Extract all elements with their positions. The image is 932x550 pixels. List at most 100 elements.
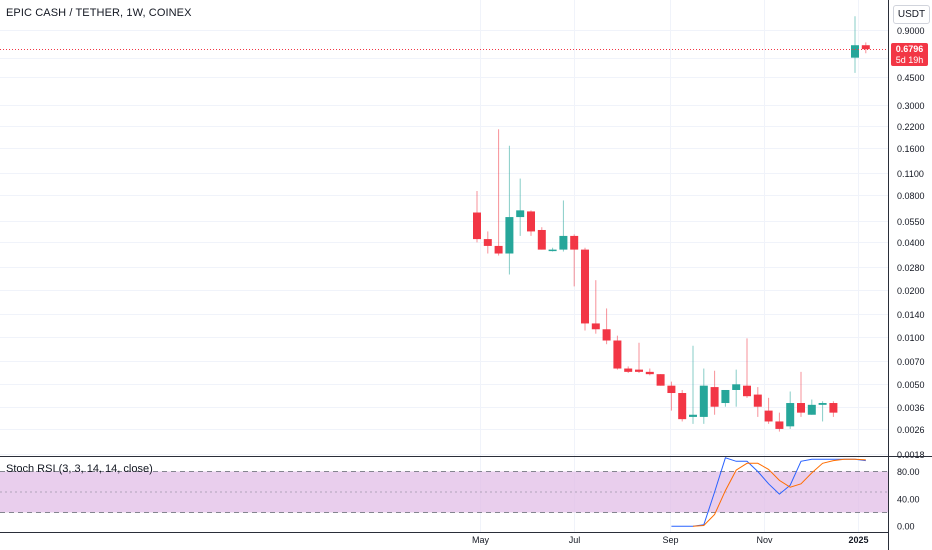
candle-body [581, 249, 589, 324]
candle-body [710, 387, 719, 407]
candle [678, 389, 687, 422]
candle [473, 190, 481, 243]
candle-body [721, 389, 730, 404]
candle-body [829, 403, 838, 413]
candle [591, 280, 600, 334]
last-price-tag: 0.6796 5d 19h [891, 43, 928, 66]
candle-body [807, 404, 816, 415]
candle [689, 345, 697, 424]
price-axis-label: 0.0100 [897, 333, 925, 343]
candle-body [635, 369, 643, 372]
stoch-rsi-d-line [692, 458, 866, 527]
candle-body [699, 385, 708, 417]
price-axis-label: 0.0140 [897, 310, 925, 320]
candle-body [483, 239, 492, 246]
candle-body [861, 45, 870, 50]
stoch-rsi-axis-label: 40.00 [897, 494, 920, 504]
candle [710, 370, 719, 415]
candle-body [624, 368, 633, 372]
last-price-value: 0.6796 [895, 44, 924, 54]
price-axis-label: 0.0018 [897, 450, 925, 460]
price-axis-label: 0.9000 [897, 26, 925, 36]
candle-body [851, 45, 859, 58]
candle-body [473, 212, 481, 240]
time-axis-label: Nov [756, 535, 773, 545]
grid-lines [0, 0, 888, 532]
candle-body [775, 421, 784, 429]
price-axis-label: 0.0050 [897, 380, 925, 390]
candle [656, 374, 665, 386]
candle [537, 227, 546, 250]
candle [861, 42, 870, 54]
candle [732, 369, 741, 407]
candle [797, 371, 805, 417]
candle [613, 335, 622, 370]
candle [786, 391, 795, 429]
candle [753, 387, 762, 417]
candlestick-series [473, 16, 870, 432]
candle-body [613, 340, 622, 369]
price-axis-label: 0.0280 [897, 263, 925, 273]
candle-body [689, 414, 697, 417]
price-axis-label: 0.4500 [897, 73, 925, 83]
candle [721, 389, 730, 407]
price-axis-label: 0.0550 [897, 217, 925, 227]
price-axis-label: 0.1100 [897, 169, 924, 179]
candle-body [786, 403, 795, 427]
candle [743, 338, 751, 398]
candle-body [602, 329, 611, 341]
candle-body [732, 384, 741, 390]
candle [494, 129, 503, 256]
candle [818, 401, 827, 422]
candle [775, 412, 784, 432]
candle [667, 381, 676, 411]
candle-body [527, 211, 535, 232]
candle-body [516, 210, 525, 218]
price-axis-label: 0.0036 [897, 403, 925, 413]
candle [764, 397, 773, 424]
time-axis-label: Jul [569, 535, 581, 545]
candle-body [591, 323, 600, 330]
candle [505, 145, 514, 275]
candle [807, 399, 816, 415]
candle-body [505, 217, 514, 254]
bar-countdown: 5d 19h [895, 55, 924, 65]
candle-body [537, 229, 546, 250]
candle-body [645, 371, 654, 375]
candle-body [743, 385, 751, 397]
candle [559, 200, 568, 252]
currency-unit-button[interactable]: USDT [893, 5, 930, 24]
price-axis-label: 0.1600 [897, 144, 925, 154]
time-axis-label: 2025 [848, 535, 868, 545]
candle [581, 247, 589, 331]
candle [527, 210, 535, 236]
candle [602, 308, 611, 345]
stoch-rsi-title[interactable]: Stoch RSI (3, 3, 14, 14, close) [6, 463, 153, 475]
price-axis-label: 0.0200 [897, 286, 925, 296]
candle [570, 234, 579, 287]
candle [851, 16, 859, 73]
candle-body [667, 385, 676, 394]
candle-body [559, 235, 568, 250]
candle [635, 342, 643, 374]
candle [645, 368, 654, 376]
symbol-title[interactable]: EPIC CASH / TETHER, 1W, COINEX [6, 7, 192, 19]
price-axis-label: 0.3000 [897, 101, 925, 111]
stoch-rsi-axis-label: 0.00 [897, 522, 915, 532]
candle-body [797, 403, 805, 413]
candle-body [656, 374, 665, 386]
time-axis-label: Sep [662, 535, 678, 545]
stoch-rsi-axis-label: 80.00 [897, 467, 920, 477]
price-axis-label: 0.0070 [897, 357, 925, 367]
candle-body [764, 410, 773, 422]
stoch-rsi-pane [0, 457, 888, 527]
candle-body [753, 394, 762, 407]
candle-body [494, 245, 503, 254]
price-axis-label: 0.0800 [897, 191, 925, 201]
candle-body [818, 403, 827, 405]
candle [516, 178, 525, 236]
candle-body [570, 235, 579, 250]
candle-body [548, 249, 557, 252]
